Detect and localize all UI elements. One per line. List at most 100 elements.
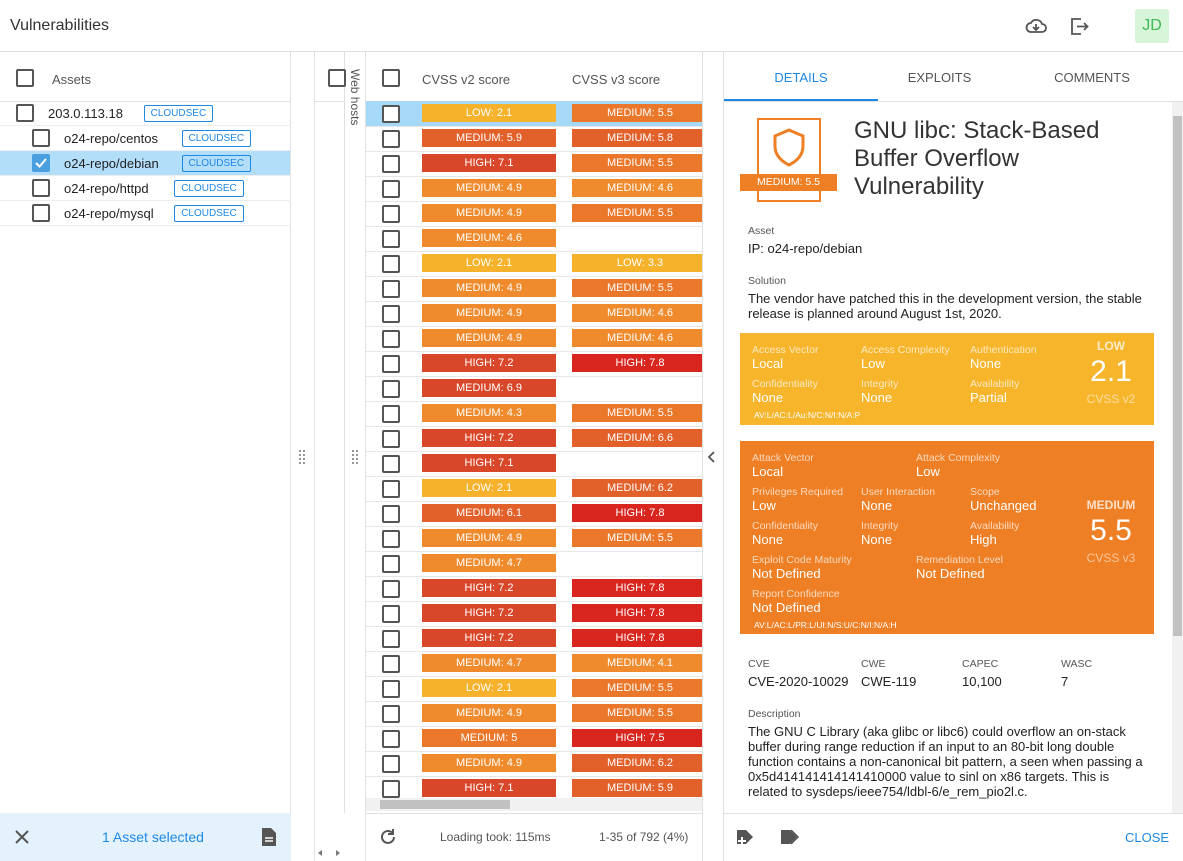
score-badge: MEDIUM: 4.7 xyxy=(422,654,556,672)
asset-label[interactable]: o24-repo/httpd xyxy=(64,181,149,196)
score-badge: LOW: 2.1 xyxy=(422,479,556,497)
row-checkbox[interactable] xyxy=(382,405,400,423)
asset-label[interactable]: o24-repo/mysql xyxy=(64,206,154,221)
asset-checkbox[interactable] xyxy=(16,104,34,122)
report-button[interactable] xyxy=(260,827,278,847)
resize-handle[interactable] xyxy=(298,449,306,465)
collapse-button[interactable] xyxy=(707,451,717,463)
row-line xyxy=(366,251,702,252)
row-checkbox[interactable] xyxy=(382,780,400,798)
row-checkbox[interactable] xyxy=(382,530,400,548)
scrollbar-thumb[interactable] xyxy=(1173,116,1182,636)
asset-checkbox[interactable] xyxy=(32,179,50,197)
field-label: Access Vector xyxy=(752,344,819,356)
field-label: Solution xyxy=(748,275,786,287)
score-badge: MEDIUM: 4.6 xyxy=(572,329,702,347)
field-label: Integrity xyxy=(861,378,899,390)
h-scrollbar-thumb[interactable] xyxy=(380,800,510,809)
row-checkbox[interactable] xyxy=(382,255,400,273)
row-checkbox[interactable] xyxy=(382,180,400,198)
row-checkbox[interactable] xyxy=(382,755,400,773)
row-checkbox[interactable] xyxy=(382,680,400,698)
field-label: CVE xyxy=(748,658,770,670)
asset-label[interactable]: o24-repo/centos xyxy=(64,131,158,146)
row-checkbox[interactable] xyxy=(382,580,400,598)
field-label: WASC xyxy=(1061,658,1093,670)
close-button[interactable]: CLOSE xyxy=(1125,830,1170,845)
row-checkbox[interactable] xyxy=(382,330,400,348)
asset-checkbox[interactable] xyxy=(32,154,50,172)
row-checkbox[interactable] xyxy=(382,105,400,123)
row-checkbox[interactable] xyxy=(382,430,400,448)
row-line xyxy=(366,426,702,427)
row-checkbox[interactable] xyxy=(382,205,400,223)
row-line xyxy=(366,276,702,277)
tab[interactable]: DETAILS xyxy=(774,70,828,85)
tab[interactable]: EXPLOITS xyxy=(907,70,972,85)
row-checkbox[interactable] xyxy=(382,730,400,748)
row-checkbox[interactable] xyxy=(382,555,400,573)
score-badge: HIGH: 7.8 xyxy=(572,354,702,372)
row-checkbox[interactable] xyxy=(382,655,400,673)
tab[interactable]: COMMENTS xyxy=(1054,70,1130,85)
row-checkbox[interactable] xyxy=(382,280,400,298)
resize-handle[interactable] xyxy=(351,449,359,465)
row-checkbox[interactable] xyxy=(382,705,400,723)
row-checkbox[interactable] xyxy=(382,630,400,648)
field-value: Not Defined xyxy=(752,600,821,615)
selection-bar xyxy=(0,813,291,861)
row-checkbox[interactable] xyxy=(382,605,400,623)
score-badge: HIGH: 7.2 xyxy=(422,579,556,597)
clear-selection-button[interactable] xyxy=(14,829,30,845)
field-value: 7 xyxy=(1061,674,1069,689)
field-label: Availability xyxy=(970,520,1020,532)
download-button[interactable] xyxy=(1025,15,1047,37)
webhosts-checkbox[interactable] xyxy=(328,69,346,87)
field-value: The GNU C Library (aka glibc or libc6) c… xyxy=(748,724,1143,799)
scroll-arrows[interactable] xyxy=(314,847,344,859)
cvss-score: 2.1 xyxy=(1090,355,1132,388)
select-all-checkbox[interactable] xyxy=(16,69,34,87)
page-title: Vulnerabilities xyxy=(10,17,110,34)
field-label: Access Complexity xyxy=(861,344,950,356)
divider xyxy=(0,101,291,102)
field-value: Low xyxy=(916,464,940,479)
avatar[interactable]: JD xyxy=(1135,9,1169,43)
vulnerability-title: GNU libc: Stack-Based Buffer Overflow Vu… xyxy=(854,117,1100,200)
add-tag-button[interactable] xyxy=(735,828,757,846)
score-badge: MEDIUM: 5.5 xyxy=(572,279,702,297)
row-checkbox[interactable] xyxy=(382,305,400,323)
logout-button[interactable] xyxy=(1068,15,1090,37)
asset-label: 203.0.113.18 xyxy=(48,106,123,121)
refresh-button[interactable] xyxy=(379,828,397,846)
asset-label[interactable]: o24-repo/debian xyxy=(64,156,159,171)
row-checkbox[interactable] xyxy=(382,230,400,248)
select-all-checkbox[interactable] xyxy=(382,69,400,87)
asset-checkbox[interactable] xyxy=(32,129,50,147)
score-badge: MEDIUM: 4.6 xyxy=(572,179,702,197)
row-checkbox[interactable] xyxy=(382,355,400,373)
collapse-strip xyxy=(702,52,724,861)
score-badge: MEDIUM: 4.6 xyxy=(422,229,556,247)
score-badge: MEDIUM: 6.2 xyxy=(572,754,702,772)
row-line xyxy=(366,476,702,477)
row-checkbox[interactable] xyxy=(382,505,400,523)
row-checkbox[interactable] xyxy=(382,130,400,148)
score-badge: MEDIUM: 5.9 xyxy=(572,779,702,797)
row-checkbox[interactable] xyxy=(382,155,400,173)
loading-time: Loading took: 115ms xyxy=(440,830,551,844)
assets-panel xyxy=(0,52,291,861)
field-label: Description xyxy=(748,708,801,720)
score-badge: HIGH: 7.2 xyxy=(422,429,556,447)
asset-tag: CLOUDSEC xyxy=(181,130,252,147)
column-header: CVSS v3 score xyxy=(572,72,661,87)
asset-checkbox[interactable] xyxy=(32,204,50,222)
asset-tag: CLOUDSEC xyxy=(181,155,252,172)
row-line xyxy=(366,626,702,627)
row-line xyxy=(366,576,702,577)
row-checkbox[interactable] xyxy=(382,380,400,398)
tags-button[interactable] xyxy=(779,828,801,846)
row-checkbox[interactable] xyxy=(382,455,400,473)
row-checkbox[interactable] xyxy=(382,480,400,498)
pagination-range: 1-35 of 792 (4%) xyxy=(599,830,689,844)
